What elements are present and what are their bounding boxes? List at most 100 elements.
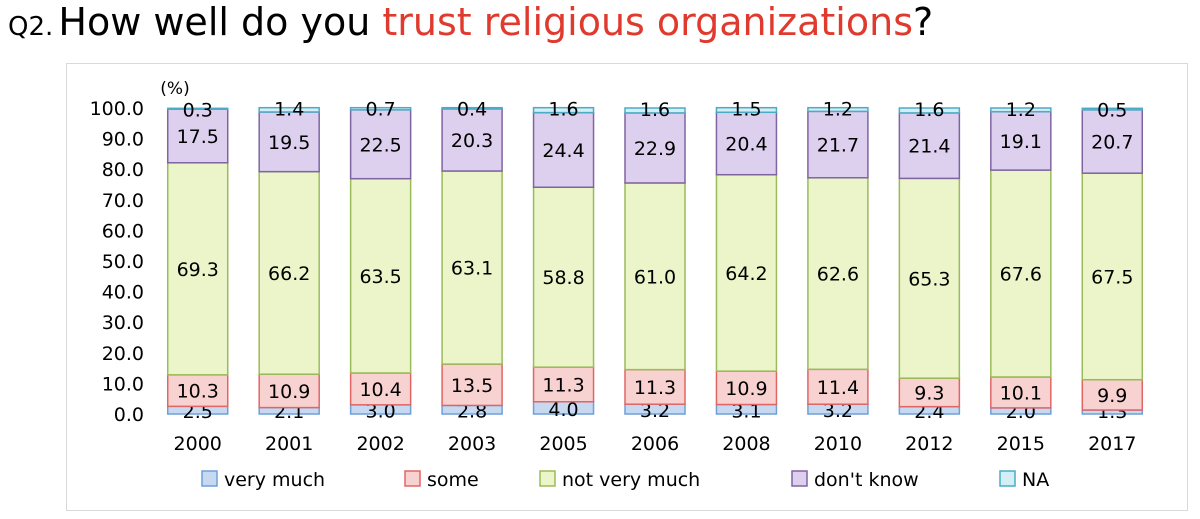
- bar-segment: [166, 162, 229, 376]
- data-label: 21.7: [817, 135, 859, 157]
- bar-segment: [624, 182, 686, 371]
- bar-segment: [898, 112, 961, 180]
- question-number: Q2.: [8, 12, 54, 42]
- data-label: 20.7: [1091, 132, 1133, 154]
- x-tick-label: 2006: [631, 433, 679, 455]
- data-label: 66.2: [268, 263, 310, 285]
- bar-segment: [441, 108, 503, 172]
- legend-swatch: [404, 470, 421, 487]
- data-label: 1.4: [274, 99, 304, 121]
- bar-segment: [258, 170, 320, 375]
- y-tick-label: 50.0: [102, 251, 144, 273]
- bar-segment: [624, 107, 686, 114]
- x-tick-label: 2017: [1088, 433, 1136, 455]
- data-label: 20.4: [725, 133, 767, 155]
- x-tick-label: 2008: [722, 433, 770, 455]
- data-label: 10.9: [725, 378, 767, 400]
- legend-swatch: [201, 470, 218, 487]
- x-tick-label: 2003: [448, 433, 496, 455]
- y-tick-label: 100.0: [90, 98, 144, 120]
- bar-segment: [166, 107, 229, 110]
- bar-segment: [258, 106, 320, 113]
- bar-segment: [258, 373, 320, 409]
- legend-label: not very much: [562, 469, 700, 491]
- bar-segment: [990, 110, 1052, 171]
- data-label: 11.3: [634, 377, 676, 399]
- y-tick-label: 40.0: [102, 282, 144, 304]
- bar-segment: [898, 107, 961, 114]
- data-label: 64.2: [725, 263, 767, 285]
- data-label: 9.9: [1097, 385, 1127, 407]
- bar-segment: [715, 106, 778, 114]
- data-label: 65.3: [908, 268, 950, 290]
- bar-segment: [532, 111, 595, 189]
- y-tick-label: 20.0: [102, 343, 144, 365]
- data-label: 58.8: [542, 267, 584, 289]
- bar-segment: [441, 170, 503, 365]
- bar-segment: [715, 111, 778, 176]
- x-tick-label: 2000: [174, 433, 222, 455]
- bar-segment: [715, 173, 778, 372]
- bar-segment: [990, 107, 1052, 113]
- bar-segment: [166, 374, 229, 408]
- data-label: 24.4: [542, 140, 584, 162]
- data-label: 1.2: [1006, 99, 1036, 121]
- y-tick-label: 90.0: [102, 129, 144, 151]
- question-mark: ?: [913, 0, 934, 44]
- data-label: 3.1: [731, 400, 761, 422]
- bar-segment: [441, 106, 503, 110]
- data-label: 3.0: [366, 400, 396, 422]
- bar-segment: [898, 177, 961, 379]
- data-label: 67.6: [1000, 264, 1042, 286]
- data-label: 13.5: [451, 375, 493, 397]
- x-tick-label: 2012: [905, 433, 953, 455]
- bar-segment: [1081, 107, 1144, 111]
- x-tick-label: 2015: [997, 433, 1045, 455]
- data-label: 67.5: [1091, 266, 1133, 288]
- bar-segment: [441, 363, 503, 407]
- data-label: 22.9: [634, 138, 676, 160]
- data-label: 2.8: [457, 401, 487, 423]
- y-tick-label: 60.0: [102, 220, 144, 242]
- data-label: 1.2: [823, 99, 853, 121]
- data-label: 61.0: [634, 266, 676, 288]
- bar-segment: [349, 106, 412, 111]
- data-label: 10.1: [1000, 382, 1042, 404]
- y-tick-label: 10.0: [102, 373, 144, 395]
- y-axis-unit-label: (%): [160, 79, 189, 99]
- bar-segment: [807, 106, 869, 113]
- bar-segment: [898, 377, 961, 408]
- bar-segment: [532, 106, 595, 114]
- legend-swatch: [999, 470, 1016, 487]
- data-label: 19.5: [268, 132, 310, 154]
- data-label: 21.4: [908, 136, 950, 158]
- data-label: 10.4: [359, 379, 401, 401]
- data-label: 1.6: [640, 99, 670, 121]
- bar-segment: [990, 376, 1052, 409]
- bar-segment: [166, 108, 229, 164]
- y-tick-label: 30.0: [102, 312, 144, 334]
- bar-segment: [1081, 172, 1144, 381]
- bar-segment: [258, 111, 320, 173]
- legend-swatch: [791, 470, 808, 487]
- data-label: 20.3: [451, 130, 493, 152]
- data-label: 0.5: [1097, 99, 1127, 121]
- data-label: 11.4: [817, 377, 859, 399]
- bar-segment: [532, 186, 595, 368]
- data-label: 63.5: [359, 266, 401, 288]
- data-label: 69.3: [177, 259, 219, 281]
- question-emphasis: trust religious organizations: [382, 0, 913, 44]
- data-label: 63.1: [451, 258, 493, 280]
- data-label: 10.9: [268, 381, 310, 403]
- data-label: 1.5: [731, 99, 761, 121]
- data-label: 0.3: [183, 99, 213, 121]
- data-label: 11.3: [542, 374, 584, 396]
- legend-label: NA: [1022, 469, 1049, 491]
- x-tick-label: 2001: [265, 433, 313, 455]
- bar-segment: [349, 109, 412, 180]
- data-label: 1.6: [914, 99, 944, 121]
- data-label: 4.0: [548, 399, 578, 421]
- data-label: 19.1: [1000, 131, 1042, 153]
- data-label: 0.4: [457, 99, 487, 121]
- legend-label: some: [427, 469, 479, 491]
